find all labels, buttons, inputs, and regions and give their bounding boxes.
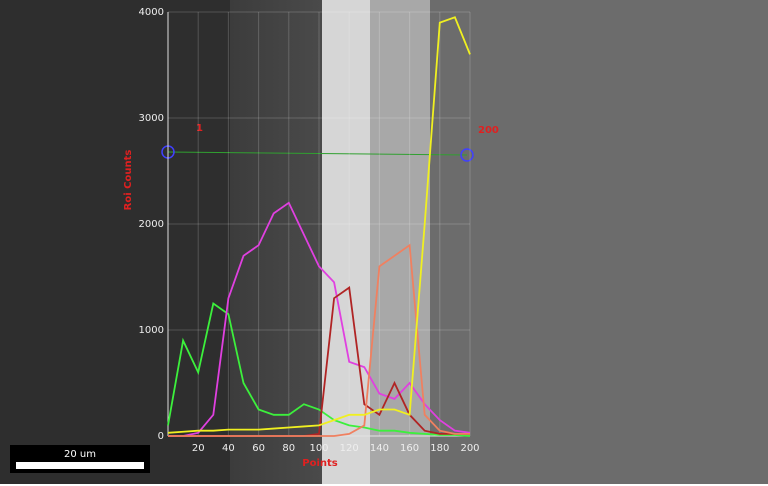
y-tick-label: 3000 <box>139 113 164 124</box>
scale-bar <box>16 462 144 469</box>
x-tick-label: 60 <box>252 443 265 454</box>
y-tick-label: 1000 <box>139 325 164 336</box>
x-axis-title: Points <box>302 458 338 469</box>
x-tick-label: 120 <box>340 443 359 454</box>
x-tick-label: 160 <box>400 443 419 454</box>
roi-end-marker[interactable] <box>460 148 474 162</box>
sem-grain-layer <box>370 0 430 484</box>
x-tick-label: 100 <box>309 443 328 454</box>
sem-substrate <box>430 0 768 484</box>
x-tick-label: 80 <box>282 443 295 454</box>
data-line <box>167 16 471 434</box>
roi-start-label: 1 <box>196 123 203 134</box>
x-tick-label: 200 <box>460 443 479 454</box>
x-tick-label: 180 <box>430 443 449 454</box>
y-axis-title: Roi Counts <box>123 150 134 211</box>
scale-bar-label: 20 um <box>64 449 96 460</box>
data-line <box>168 201 471 437</box>
x-tick-label: 40 <box>222 443 235 454</box>
y-tick-label: 4000 <box>139 7 164 18</box>
roi-line <box>167 151 468 156</box>
roi-end-label: 200 <box>478 125 499 136</box>
sem-bright-layer <box>322 0 370 484</box>
y-tick-label: 0 <box>158 431 164 442</box>
data-line <box>168 243 470 437</box>
x-tick-label: 20 <box>192 443 205 454</box>
x-tick-label: 140 <box>370 443 389 454</box>
y-tick-label: 2000 <box>139 219 164 230</box>
data-line <box>167 301 471 437</box>
